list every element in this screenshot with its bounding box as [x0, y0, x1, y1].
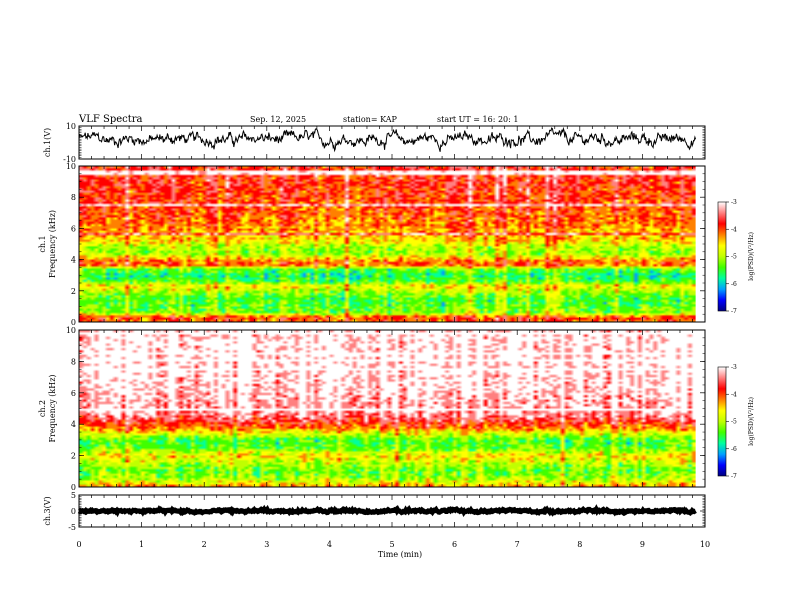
- colorbar-tick-label: -7: [731, 473, 737, 480]
- y-axis-label: ch.1: [38, 235, 47, 252]
- y-tick-label: 10: [66, 122, 76, 131]
- x-tick-label: 0: [76, 540, 81, 549]
- y-tick-label: 5: [71, 491, 76, 500]
- x-tick-label: 8: [577, 540, 582, 549]
- spectrogram-image: [79, 166, 696, 322]
- station-label: station= KAP: [343, 115, 398, 124]
- colorbar-gradient: [717, 201, 727, 312]
- colorbar-tick-label: -4: [731, 226, 737, 233]
- ch2-spectrogram-panel: 0 2 4 6 8 10 ch.2 Frequency (kHz): [38, 326, 706, 492]
- y-tick-label: 6: [71, 224, 76, 233]
- ch1-spectrogram-panel: 0 2 4 6 8 10 ch.1 Frequency (kHz): [38, 162, 706, 327]
- colorbar-gradient: [717, 366, 727, 477]
- y-axis-label: ch.1(V): [43, 128, 52, 157]
- x-tick-label: 9: [640, 540, 645, 549]
- ch1-waveform-panel: 10 -10 ch.1(V): [43, 122, 706, 164]
- y-tick-label: 6: [71, 389, 76, 398]
- y-tick-label: -5: [68, 523, 76, 532]
- colorbar-tick-label: -3: [731, 364, 737, 371]
- x-tick-label: 10: [700, 540, 710, 549]
- colorbar-tick-label: -7: [731, 308, 737, 315]
- time-axis: 0 1 2 3 4 5 6 7 8 9 10: [76, 540, 710, 549]
- colorbar-tick-label: -6: [731, 446, 737, 453]
- x-tick-label: 6: [452, 540, 457, 549]
- y-tick-label: 4: [71, 256, 76, 265]
- x-tick-label: 4: [327, 540, 332, 549]
- colorbar-tick-label: -5: [731, 254, 737, 261]
- x-tick-label: 3: [264, 540, 269, 549]
- x-tick-label: 1: [139, 540, 144, 549]
- waveform-line: [78, 126, 697, 153]
- ch1-colorbar: -3 -4 -5 -6 -7 log(PSD)(V²/Hz): [717, 199, 755, 315]
- y-axis-label: ch.3(V): [43, 496, 52, 525]
- y-tick-label: 8: [71, 193, 76, 202]
- y-tick-label: 10: [66, 162, 76, 171]
- y-tick-label: 2: [71, 452, 76, 461]
- y-tick-label: 2: [71, 287, 76, 296]
- y-tick-label: -10: [63, 155, 76, 164]
- figure-title: VLF Spectra: [78, 114, 143, 125]
- colorbar-tick-label: -4: [731, 391, 737, 398]
- start-time-label: start UT = 16: 20: 1: [437, 115, 518, 124]
- waveform-line: [77, 504, 697, 518]
- ch3-waveform-panel: 5 0 -5 ch.3(V): [43, 491, 706, 532]
- y-tick-label: 0: [71, 318, 76, 327]
- y-tick-label: 0: [71, 483, 76, 492]
- colorbar-tick-label: -6: [731, 281, 737, 288]
- y-axis-label: ch.2: [38, 400, 47, 417]
- y-axis-label: Frequency (kHz): [48, 210, 57, 278]
- x-tick-label: 2: [202, 540, 207, 549]
- x-axis-label: Time (min): [378, 550, 422, 559]
- y-tick-label: 10: [66, 326, 76, 335]
- ch2-colorbar: -3 -4 -5 -6 -7 log(PSD)(V²/Hz): [717, 364, 755, 480]
- x-tick-label: 5: [389, 540, 394, 549]
- y-axis-label: Frequency (kHz): [48, 374, 57, 442]
- colorbar-tick-label: -5: [731, 419, 737, 426]
- y-tick-label: 4: [71, 420, 76, 429]
- colorbar-tick-label: -3: [731, 199, 737, 206]
- colorbar-label: log(PSD)(V²/Hz): [748, 232, 755, 281]
- x-tick-label: 7: [515, 540, 520, 549]
- spectrogram-image: [79, 330, 696, 487]
- y-tick-label: 8: [71, 357, 76, 366]
- colorbar-label: log(PSD)(V²/Hz): [748, 397, 755, 446]
- y-tick-label: 0: [71, 507, 76, 516]
- date-label: Sep. 12, 2025: [250, 115, 306, 124]
